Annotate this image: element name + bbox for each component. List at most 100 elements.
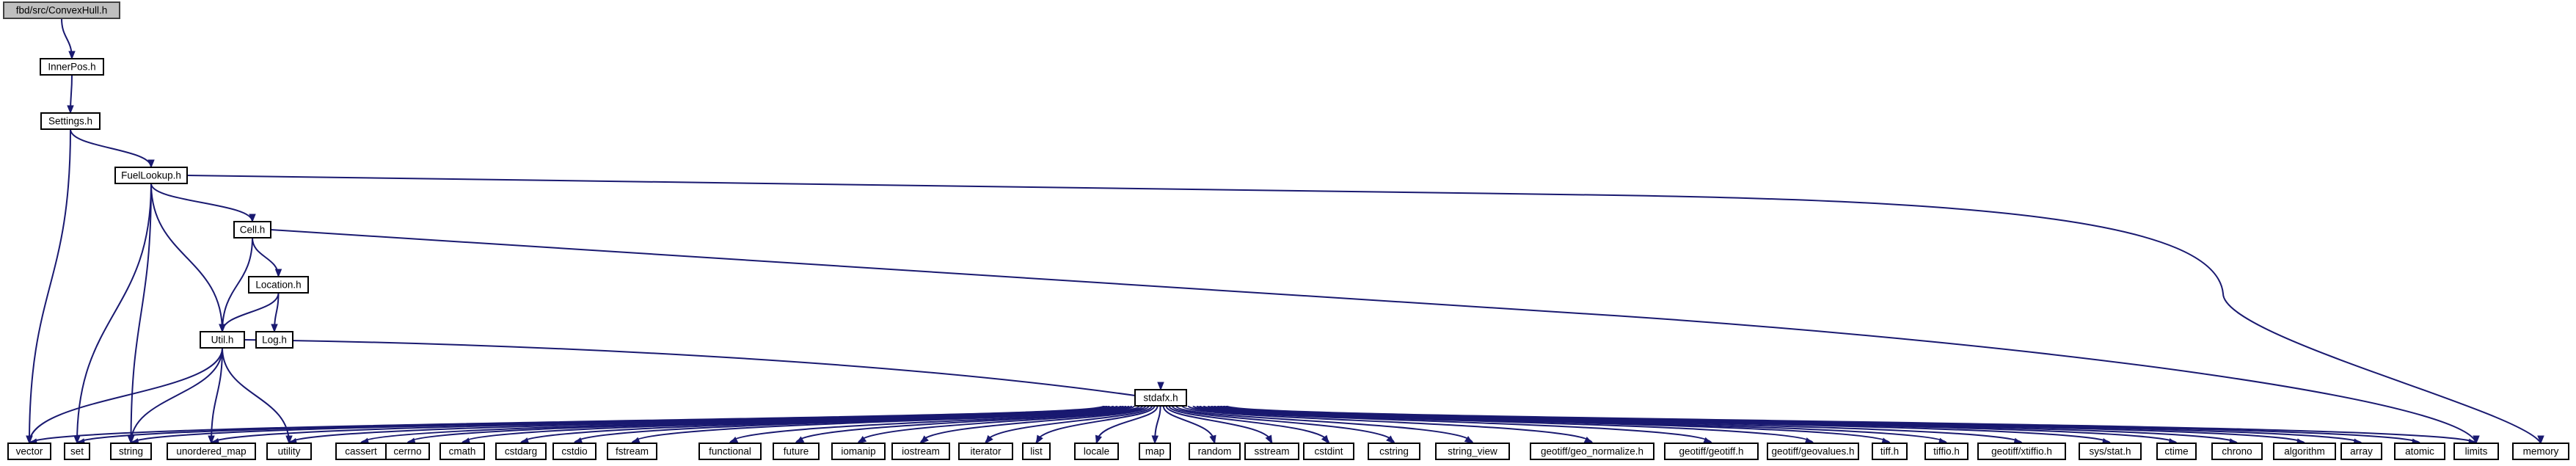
- node-sysstat[interactable]: sys/stat.h: [2079, 443, 2142, 460]
- node-box-chrono[interactable]: [2211, 443, 2263, 460]
- node-box-array[interactable]: [2340, 443, 2382, 460]
- node-innerpos[interactable]: InnerPos.h: [40, 58, 104, 76]
- node-box-geotiff[interactable]: [1664, 443, 1759, 460]
- edge-stdafx-to-geotiff: [1187, 405, 1712, 444]
- node-box-iterator[interactable]: [958, 443, 1013, 460]
- node-log[interactable]: Log.h: [255, 331, 293, 349]
- node-xtiffio[interactable]: geotiff/xtiffio.h: [1977, 443, 2066, 460]
- node-box-util[interactable]: [200, 331, 245, 349]
- node-fstream[interactable]: fstream: [607, 443, 657, 460]
- node-tiffio[interactable]: tiffio.h: [1924, 443, 1969, 460]
- node-box-atomic[interactable]: [2394, 443, 2445, 460]
- arrow-stdafx-to-iterator: [985, 434, 993, 445]
- node-box-cstdint[interactable]: [1303, 443, 1354, 460]
- node-ctime[interactable]: ctime: [2156, 443, 2197, 460]
- node-box-string_view[interactable]: [1435, 443, 1510, 460]
- node-geotiff[interactable]: geotiff/geotiff.h: [1664, 443, 1759, 460]
- node-set[interactable]: set: [64, 443, 90, 460]
- node-box-vector[interactable]: [7, 443, 51, 460]
- node-locale[interactable]: locale: [1074, 443, 1119, 460]
- node-map[interactable]: map: [1139, 443, 1171, 460]
- edge-stdafx-to-sstream: [1165, 405, 1273, 444]
- node-cstdint[interactable]: cstdint: [1303, 443, 1354, 460]
- node-box-functional[interactable]: [698, 443, 762, 460]
- node-box-locale[interactable]: [1074, 443, 1119, 460]
- node-box-future[interactable]: [773, 443, 820, 460]
- node-box-ctime[interactable]: [2156, 443, 2197, 460]
- node-sstream[interactable]: sstream: [1244, 443, 1299, 460]
- node-stdafx[interactable]: stdafx.h: [1134, 389, 1187, 407]
- node-box-tiff[interactable]: [1872, 443, 1908, 460]
- node-box-cmath[interactable]: [439, 443, 485, 460]
- node-box-algorithm[interactable]: [2273, 443, 2336, 460]
- node-box-fstream[interactable]: [607, 443, 657, 460]
- node-iterator[interactable]: iterator: [958, 443, 1013, 460]
- node-box-set[interactable]: [64, 443, 90, 460]
- node-cstdio[interactable]: cstdio: [552, 443, 596, 460]
- node-box-iostream[interactable]: [891, 443, 950, 460]
- node-functional[interactable]: functional: [698, 443, 762, 460]
- node-limits[interactable]: limits: [2453, 443, 2499, 460]
- node-box-cerrno[interactable]: [385, 443, 430, 460]
- node-box-string[interactable]: [110, 443, 152, 460]
- node-algorithm[interactable]: algorithm: [2273, 443, 2336, 460]
- node-fuellookup[interactable]: FuelLookup.h: [114, 167, 188, 184]
- node-label-list: list: [1030, 446, 1043, 457]
- node-geo_normalize[interactable]: geotiff/geo_normalize.h: [1530, 443, 1654, 460]
- node-cerrno[interactable]: cerrno: [385, 443, 430, 460]
- node-box-geo_normalize[interactable]: [1530, 443, 1654, 460]
- edge-settings-to-fuellookup: [70, 128, 152, 168]
- node-util[interactable]: Util.h: [200, 331, 245, 349]
- node-box-limits[interactable]: [2453, 443, 2499, 460]
- node-settings[interactable]: Settings.h: [40, 112, 101, 130]
- node-box-tiffio[interactable]: [1924, 443, 1969, 460]
- node-iomanip[interactable]: iomanip: [831, 443, 886, 460]
- node-location[interactable]: Location.h: [248, 276, 309, 294]
- node-list[interactable]: list: [1022, 443, 1051, 460]
- node-box-xtiffio[interactable]: [1977, 443, 2066, 460]
- node-atomic[interactable]: atomic: [2394, 443, 2445, 460]
- node-box-map[interactable]: [1139, 443, 1171, 460]
- node-iostream[interactable]: iostream: [891, 443, 950, 460]
- node-box-innerpos[interactable]: [40, 58, 104, 76]
- node-tiff[interactable]: tiff.h: [1872, 443, 1908, 460]
- arrow-cell-to-limits: [2473, 435, 2480, 445]
- node-box-log[interactable]: [255, 331, 293, 349]
- node-string[interactable]: string: [110, 443, 152, 460]
- node-box-sstream[interactable]: [1244, 443, 1299, 460]
- node-box-list[interactable]: [1022, 443, 1051, 460]
- node-string_view[interactable]: string_view: [1435, 443, 1510, 460]
- node-box-cstdio[interactable]: [552, 443, 596, 460]
- node-utility[interactable]: utility: [266, 443, 312, 460]
- node-convexhull[interactable]: fbd/src/ConvexHull.h: [3, 1, 120, 19]
- node-vector[interactable]: vector: [7, 443, 51, 460]
- node-random[interactable]: random: [1189, 443, 1241, 460]
- node-box-fuellookup[interactable]: [114, 167, 188, 184]
- node-box-unordered_map[interactable]: [167, 443, 256, 460]
- node-label-fuellookup: FuelLookup.h: [121, 170, 181, 181]
- node-box-cstring[interactable]: [1368, 443, 1420, 460]
- node-cstdarg[interactable]: cstdarg: [495, 443, 547, 460]
- node-box-convexhull[interactable]: [3, 1, 120, 19]
- node-cmath[interactable]: cmath: [439, 443, 485, 460]
- node-chrono[interactable]: chrono: [2211, 443, 2263, 460]
- node-box-utility[interactable]: [266, 443, 312, 460]
- node-cell[interactable]: Cell.h: [233, 221, 271, 239]
- node-box-location[interactable]: [248, 276, 309, 294]
- node-box-cell[interactable]: [233, 221, 271, 239]
- node-cstring[interactable]: cstring: [1368, 443, 1420, 460]
- node-box-sysstat[interactable]: [2079, 443, 2142, 460]
- node-box-settings[interactable]: [40, 112, 101, 130]
- node-box-random[interactable]: [1189, 443, 1241, 460]
- node-box-stdafx[interactable]: [1134, 389, 1187, 407]
- node-memory[interactable]: memory: [2512, 443, 2569, 460]
- node-cassert[interactable]: cassert: [335, 443, 387, 460]
- node-geovalues[interactable]: geotiff/geovalues.h: [1767, 443, 1859, 460]
- node-box-cstdarg[interactable]: [495, 443, 547, 460]
- node-unordered_map[interactable]: unordered_map: [167, 443, 256, 460]
- node-array[interactable]: array: [2340, 443, 2382, 460]
- node-box-memory[interactable]: [2512, 443, 2569, 460]
- node-box-geovalues[interactable]: [1767, 443, 1859, 460]
- node-future[interactable]: future: [773, 443, 820, 460]
- node-box-iomanip[interactable]: [831, 443, 886, 460]
